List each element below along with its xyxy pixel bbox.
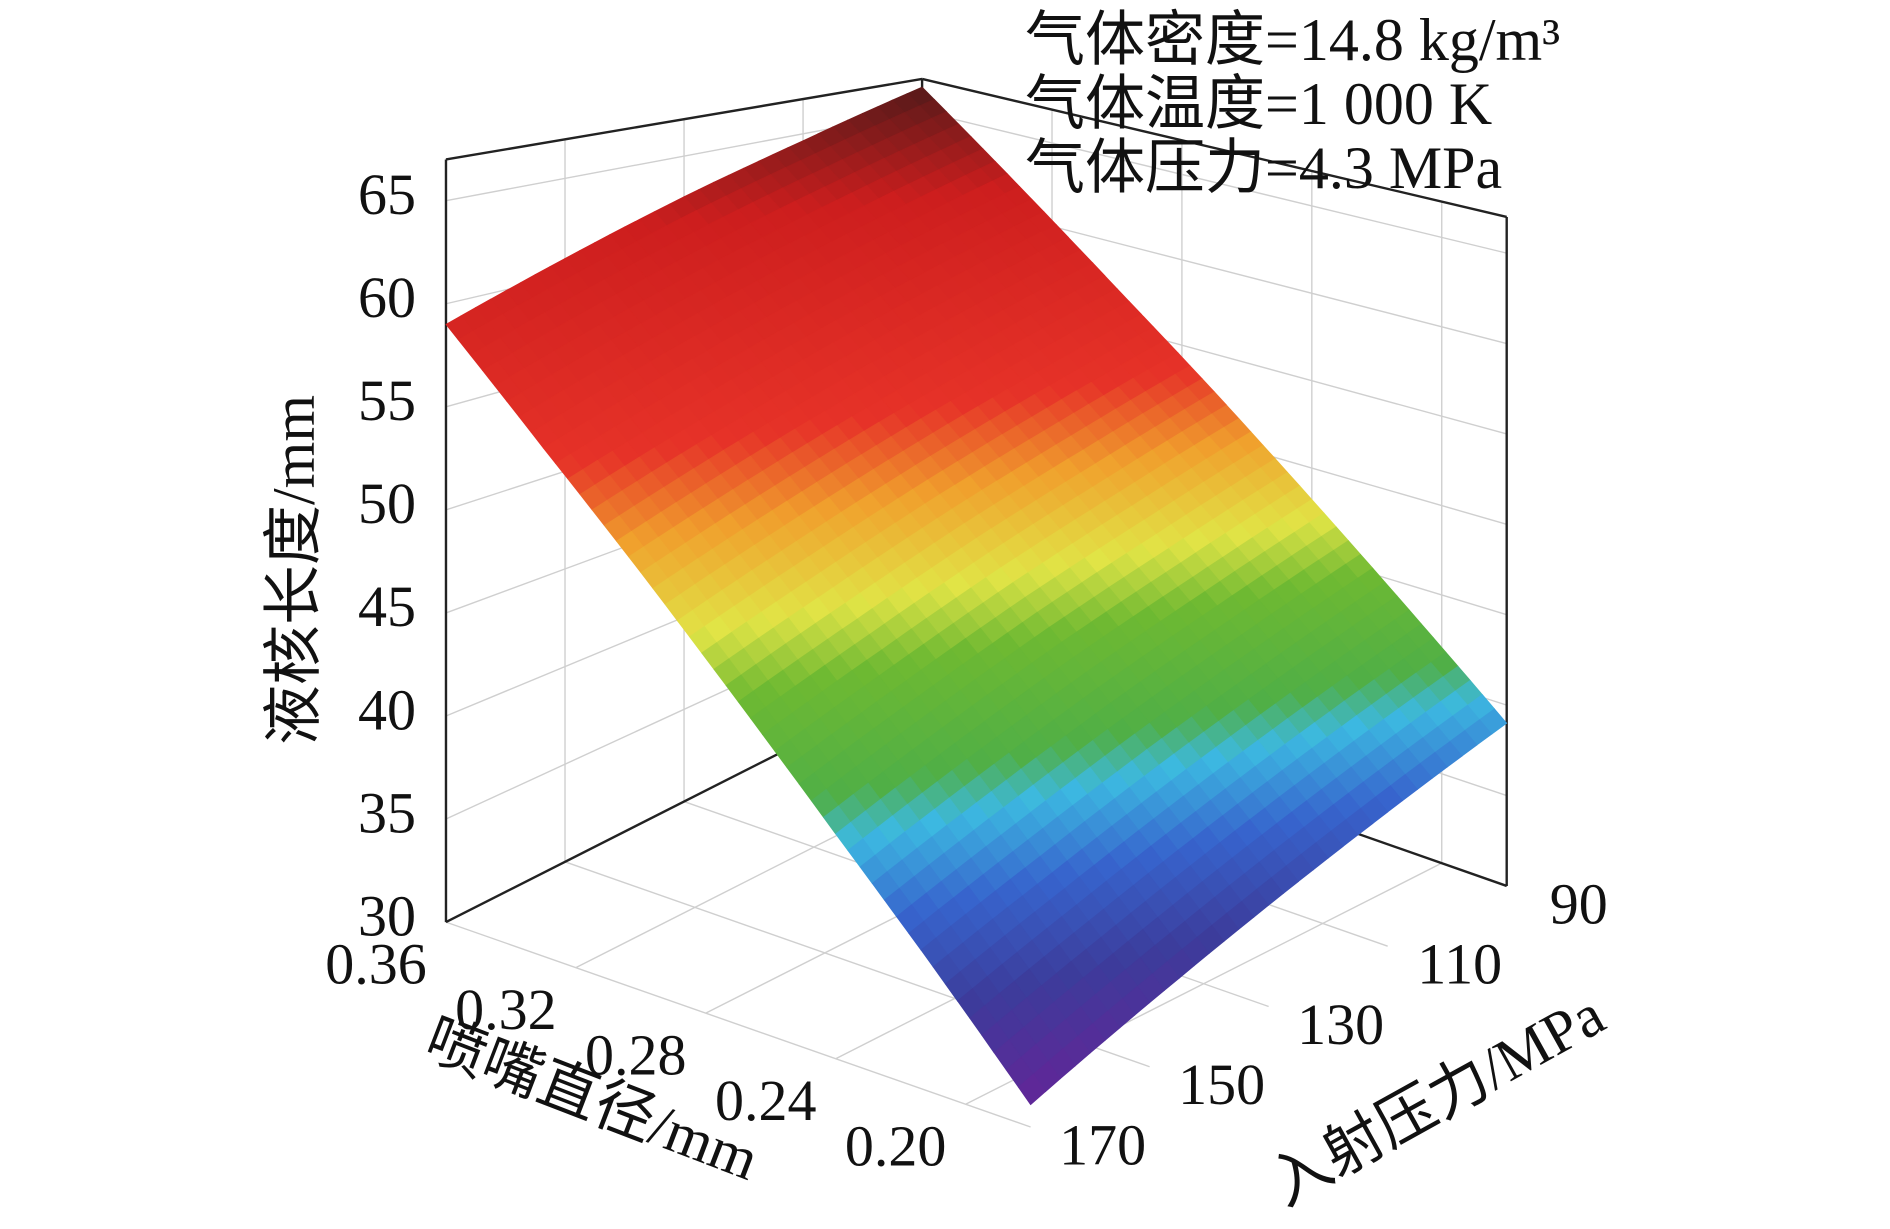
z-tick-label: 40 [358,677,416,742]
x-tick-label: 0.36 [325,931,427,996]
y-tick-label: 150 [1178,1052,1265,1117]
z-tick-label: 30 [358,883,416,948]
y-tick-label: 90 [1550,871,1608,936]
x-tick-label: 0.20 [845,1114,947,1179]
z-tick-label: 55 [358,368,416,433]
annotation: 气体压力=4.3 MPa [1025,135,1502,201]
z-tick-label: 65 [358,162,416,227]
z-tick-label: 45 [358,574,416,639]
z-tick-label: 60 [358,265,416,330]
z-axis-title: 液核长度/mm [261,395,327,745]
x-tick-label: 0.32 [455,977,557,1042]
x-tick-label: 0.28 [585,1022,687,1087]
x-tick-label: 0.24 [715,1068,817,1133]
surface [445,86,1508,1106]
grid-line [445,921,1031,1128]
grid-line [921,110,1507,254]
y-tick-label: 170 [1059,1112,1146,1177]
box-edge [921,77,1507,219]
z-tick-label: 50 [358,471,416,536]
y-tick-label: 110 [1417,932,1502,997]
z-tick-label: 35 [358,780,416,845]
annotation: 气体温度=1 000 K [1025,71,1492,137]
box-edge [445,77,923,161]
surface-patch [1017,1073,1047,1106]
annotation: 气体密度=14.8 kg/m³ [1025,7,1560,73]
y-tick-label: 130 [1297,992,1384,1057]
